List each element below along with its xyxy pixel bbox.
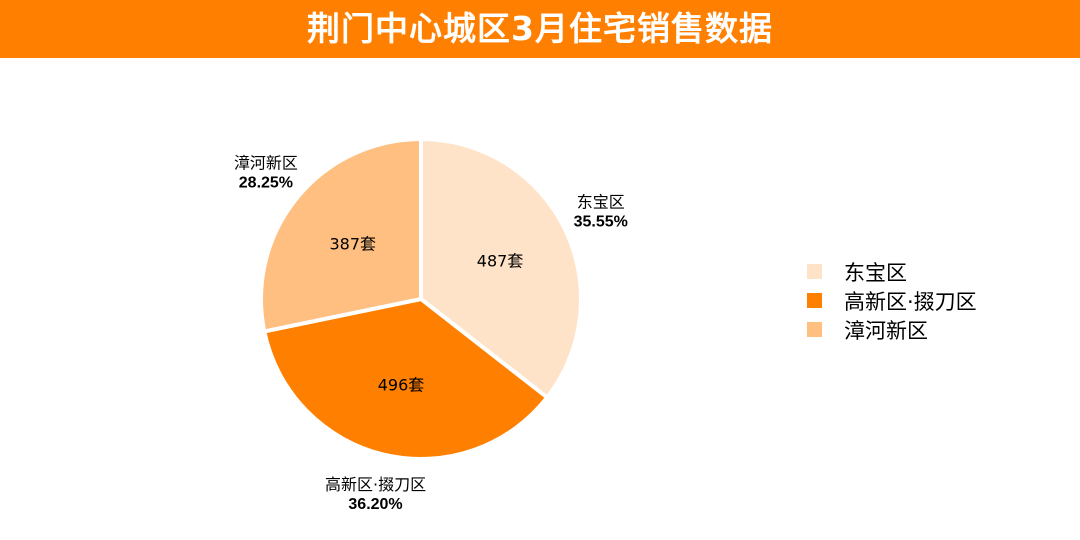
slice-name-label-0: 东宝区 bbox=[577, 192, 625, 211]
legend-swatch-0 bbox=[807, 264, 822, 279]
legend-item-0: 东宝区 bbox=[807, 257, 977, 286]
slice-percent-label-2: 28.25% bbox=[239, 175, 293, 192]
slice-value-label-0: 487套 bbox=[477, 251, 524, 270]
slice-outer-label-1: 高新区·掇刀区 36.20% bbox=[325, 475, 426, 513]
legend-swatch-2 bbox=[807, 322, 822, 337]
pie-slice-1 bbox=[262, 297, 550, 461]
legend-label-1: 高新区·掇刀区 bbox=[844, 289, 977, 314]
slice-outer-label-2: 漳河新区 28.25% bbox=[234, 154, 298, 192]
pie-slice-0 bbox=[419, 137, 583, 400]
legend: 东宝区高新区·掇刀区 漳河新区 bbox=[807, 257, 977, 344]
legend-item-1: 高新区·掇刀区 bbox=[807, 286, 977, 315]
slice-name-label-1: 高新区·掇刀区 bbox=[325, 475, 426, 494]
chart-title: 荆门中心城区3月住宅销售数据 bbox=[0, 0, 1080, 58]
legend-label-0: 东宝区 bbox=[844, 260, 907, 285]
slice-percent-label-0: 35.55% bbox=[574, 213, 628, 230]
slice-name-label-2: 漳河新区 bbox=[234, 154, 298, 173]
legend-item-2: 漳河新区 bbox=[807, 315, 977, 344]
slice-value-label-1: 496套 bbox=[378, 376, 425, 395]
slice-outer-label-0: 东宝区 35.55% bbox=[574, 192, 628, 230]
legend-swatch-1 bbox=[807, 293, 822, 308]
slice-value-label-2: 387套 bbox=[329, 234, 376, 253]
legend-label-2: 漳河新区 bbox=[844, 318, 928, 343]
slice-percent-label-1: 36.20% bbox=[348, 496, 402, 513]
pie-slices bbox=[259, 137, 583, 461]
pie-slice-2 bbox=[259, 137, 423, 334]
